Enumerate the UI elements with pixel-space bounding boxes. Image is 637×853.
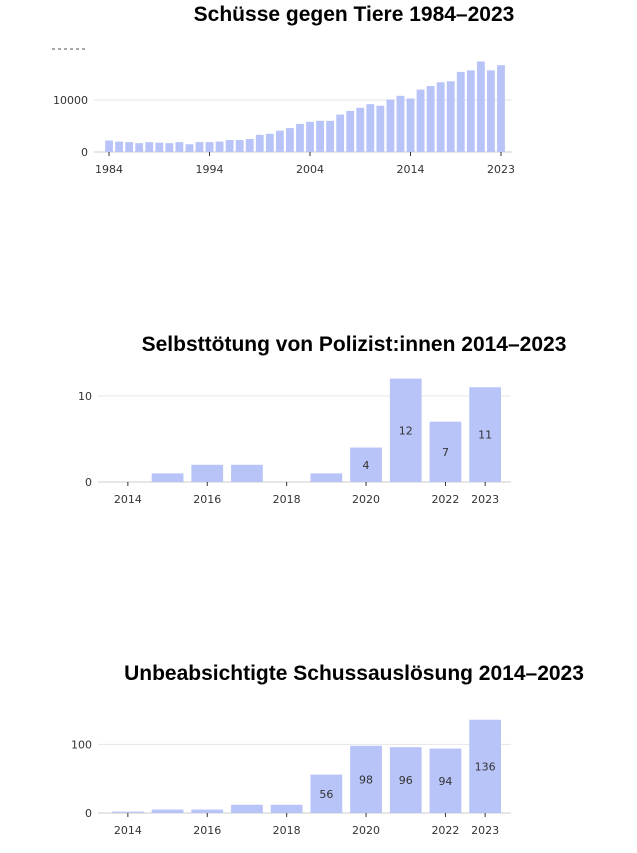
x-tick-label: 2004 <box>296 163 324 176</box>
data-label: 4 <box>363 459 370 472</box>
bar <box>265 133 274 152</box>
bar <box>245 139 254 152</box>
bar <box>185 144 194 152</box>
bar <box>416 89 425 152</box>
bar <box>231 464 263 482</box>
y-tick-label: 100 <box>71 738 92 751</box>
y-tick-label: 0 <box>81 146 88 159</box>
bar <box>155 142 164 152</box>
bar <box>175 142 184 152</box>
data-label: 12 <box>399 424 413 437</box>
x-tick-label: 1994 <box>196 163 224 176</box>
x-tick-label: 2018 <box>273 824 301 837</box>
bar <box>195 142 204 152</box>
x-tick-label: 2023 <box>487 163 515 176</box>
bar <box>225 140 234 152</box>
bar <box>135 143 144 152</box>
bar <box>366 104 375 152</box>
bar <box>326 120 335 152</box>
bar <box>497 65 505 152</box>
x-tick-label: 2023 <box>471 824 499 837</box>
bar <box>487 70 495 152</box>
bar <box>125 142 134 152</box>
x-tick-label: 1984 <box>95 163 123 176</box>
data-label: 94 <box>438 775 452 788</box>
bar <box>235 140 244 152</box>
bar <box>456 71 465 152</box>
chart-title: Schüsse gegen Tiere 1984–2023 <box>193 3 515 26</box>
x-tick-label: 2016 <box>193 824 221 837</box>
bar <box>191 809 224 813</box>
x-tick-label: 2018 <box>273 493 301 506</box>
data-label: 98 <box>359 773 373 786</box>
bar <box>350 745 382 813</box>
chart-title: Unbeabsichtigte Schussauslösung 2014–202… <box>124 662 584 685</box>
bar <box>205 142 214 152</box>
bar <box>275 130 284 152</box>
bar <box>286 128 294 152</box>
bar <box>310 774 343 813</box>
data-label: 7 <box>442 446 449 459</box>
y-tick-label: 10 <box>78 390 92 403</box>
x-tick-label: 2022 <box>431 493 459 506</box>
bar <box>446 81 455 152</box>
x-tick-label: 2014 <box>114 493 142 506</box>
bar <box>389 747 422 813</box>
bar <box>316 120 324 152</box>
bar <box>346 110 355 152</box>
bar <box>306 121 314 152</box>
bar <box>215 141 224 152</box>
y-tick-label: 0 <box>85 807 92 820</box>
bar <box>436 82 445 152</box>
x-tick-label: 2022 <box>431 824 459 837</box>
bar <box>429 748 462 813</box>
x-tick-label: 2014 <box>114 824 142 837</box>
bar <box>191 464 224 482</box>
bar <box>350 447 382 482</box>
data-label: 136 <box>475 760 496 773</box>
data-label: 11 <box>478 429 492 442</box>
bar <box>151 809 184 813</box>
bar <box>466 70 475 152</box>
bar <box>165 143 174 152</box>
bar <box>426 85 435 152</box>
x-tick-label: 2016 <box>193 493 221 506</box>
bar <box>310 473 343 482</box>
bar <box>386 99 395 152</box>
x-tick-label: 2020 <box>352 493 380 506</box>
bar <box>476 61 485 152</box>
bar <box>296 123 304 152</box>
bar <box>469 387 502 482</box>
data-label: 96 <box>399 774 413 787</box>
x-tick-label: 2020 <box>352 824 380 837</box>
bar <box>406 98 415 152</box>
chart-title: Selbsttötung von Polizist:innen 2014–202… <box>141 333 567 356</box>
bar <box>396 95 405 152</box>
x-tick-label: 2014 <box>397 163 425 176</box>
bar <box>111 811 144 813</box>
bar <box>231 804 263 813</box>
data-label: 56 <box>319 788 333 801</box>
bar <box>151 473 184 482</box>
bar <box>356 107 365 152</box>
y-tick-label: 0 <box>85 476 92 489</box>
bar <box>145 142 154 152</box>
bar <box>336 114 345 152</box>
bar <box>469 719 502 813</box>
bar <box>376 105 385 152</box>
bar <box>389 378 422 482</box>
bar <box>115 141 123 152</box>
bar <box>105 140 113 152</box>
x-tick-label: 2023 <box>471 493 499 506</box>
bar <box>255 134 264 152</box>
bar <box>429 421 462 482</box>
bar <box>270 804 303 813</box>
y-tick-label: 10000 <box>53 94 88 107</box>
